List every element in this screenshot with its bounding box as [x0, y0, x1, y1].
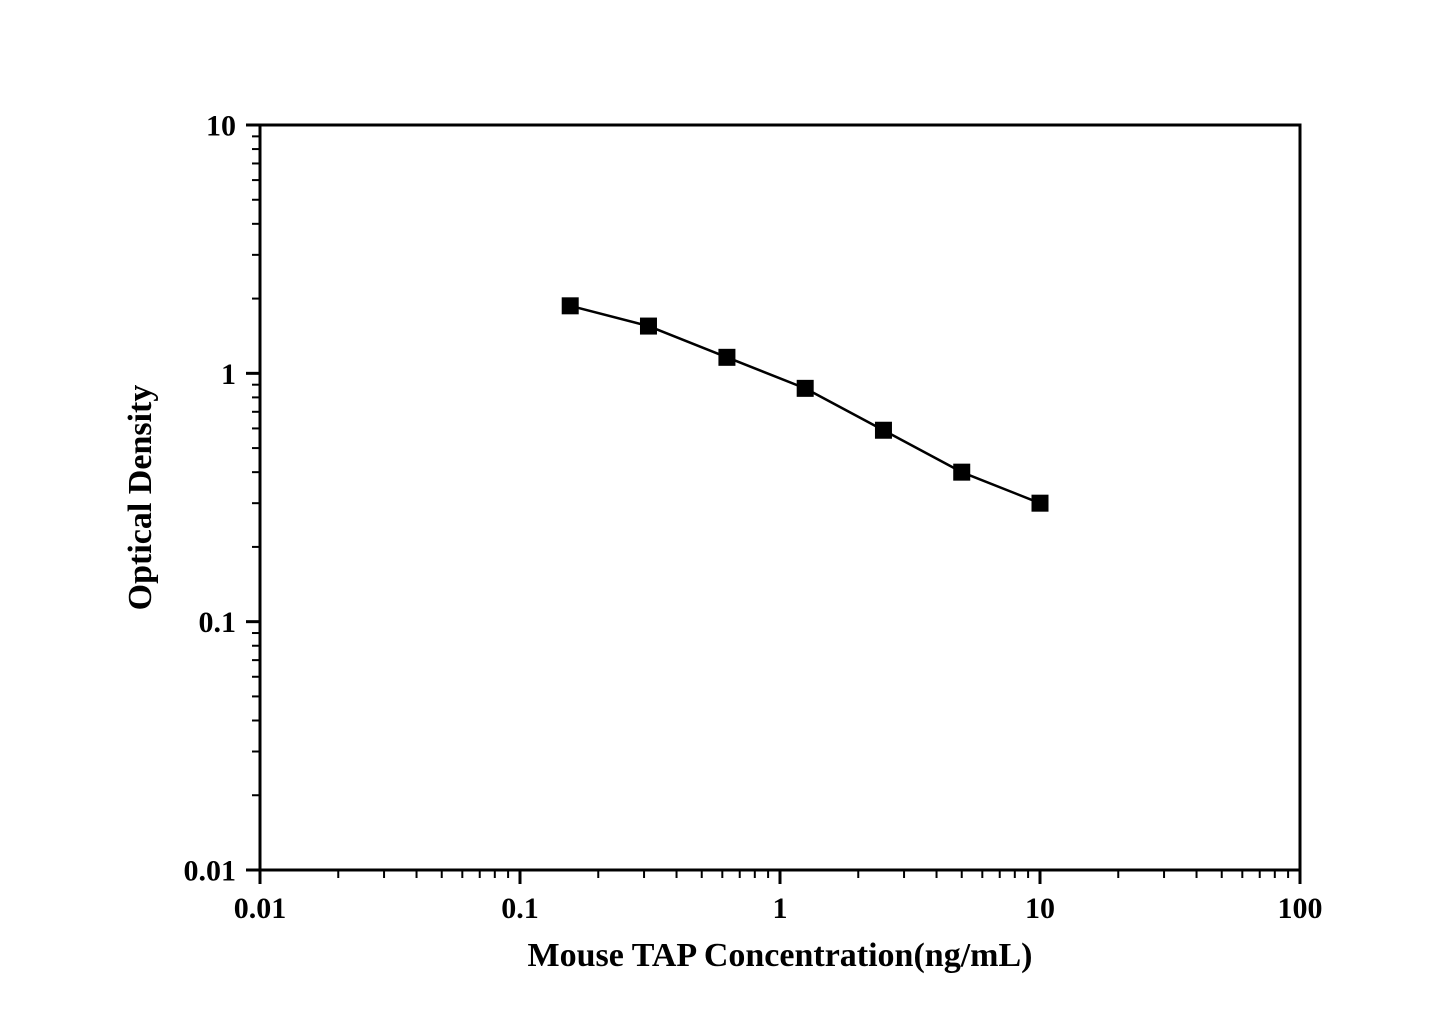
x-tick-label: 0.1: [501, 892, 539, 925]
data-marker: [640, 318, 656, 334]
y-tick-label: 10: [206, 110, 236, 143]
data-marker: [562, 298, 578, 314]
data-marker: [719, 349, 735, 365]
x-tick-label: 0.01: [234, 892, 287, 925]
data-marker: [875, 422, 891, 438]
y-axis-label: Optical Density: [122, 385, 159, 611]
x-axis-label: Mouse TAP Concentration(ng/mL): [528, 937, 1033, 974]
x-tick-label: 1: [773, 892, 788, 925]
chart-svg: 0.01 0.1 1 10 100 0.01 0.1 1 10 Mouse TAP Concent…: [0, 0, 1445, 1009]
y-tick-label: 0.1: [199, 606, 237, 639]
x-tick-label: 100: [1278, 892, 1323, 925]
y-tick-label: 0.01: [184, 855, 237, 888]
y-tick-label: 1: [221, 358, 236, 391]
data-marker: [1032, 495, 1048, 511]
chart-container: 0.01 0.1 1 10 100 0.01 0.1 1 10 Mouse TAP Concent…: [0, 0, 1445, 1009]
data-marker: [797, 380, 813, 396]
data-marker: [954, 464, 970, 480]
x-tick-label: 10: [1025, 892, 1055, 925]
